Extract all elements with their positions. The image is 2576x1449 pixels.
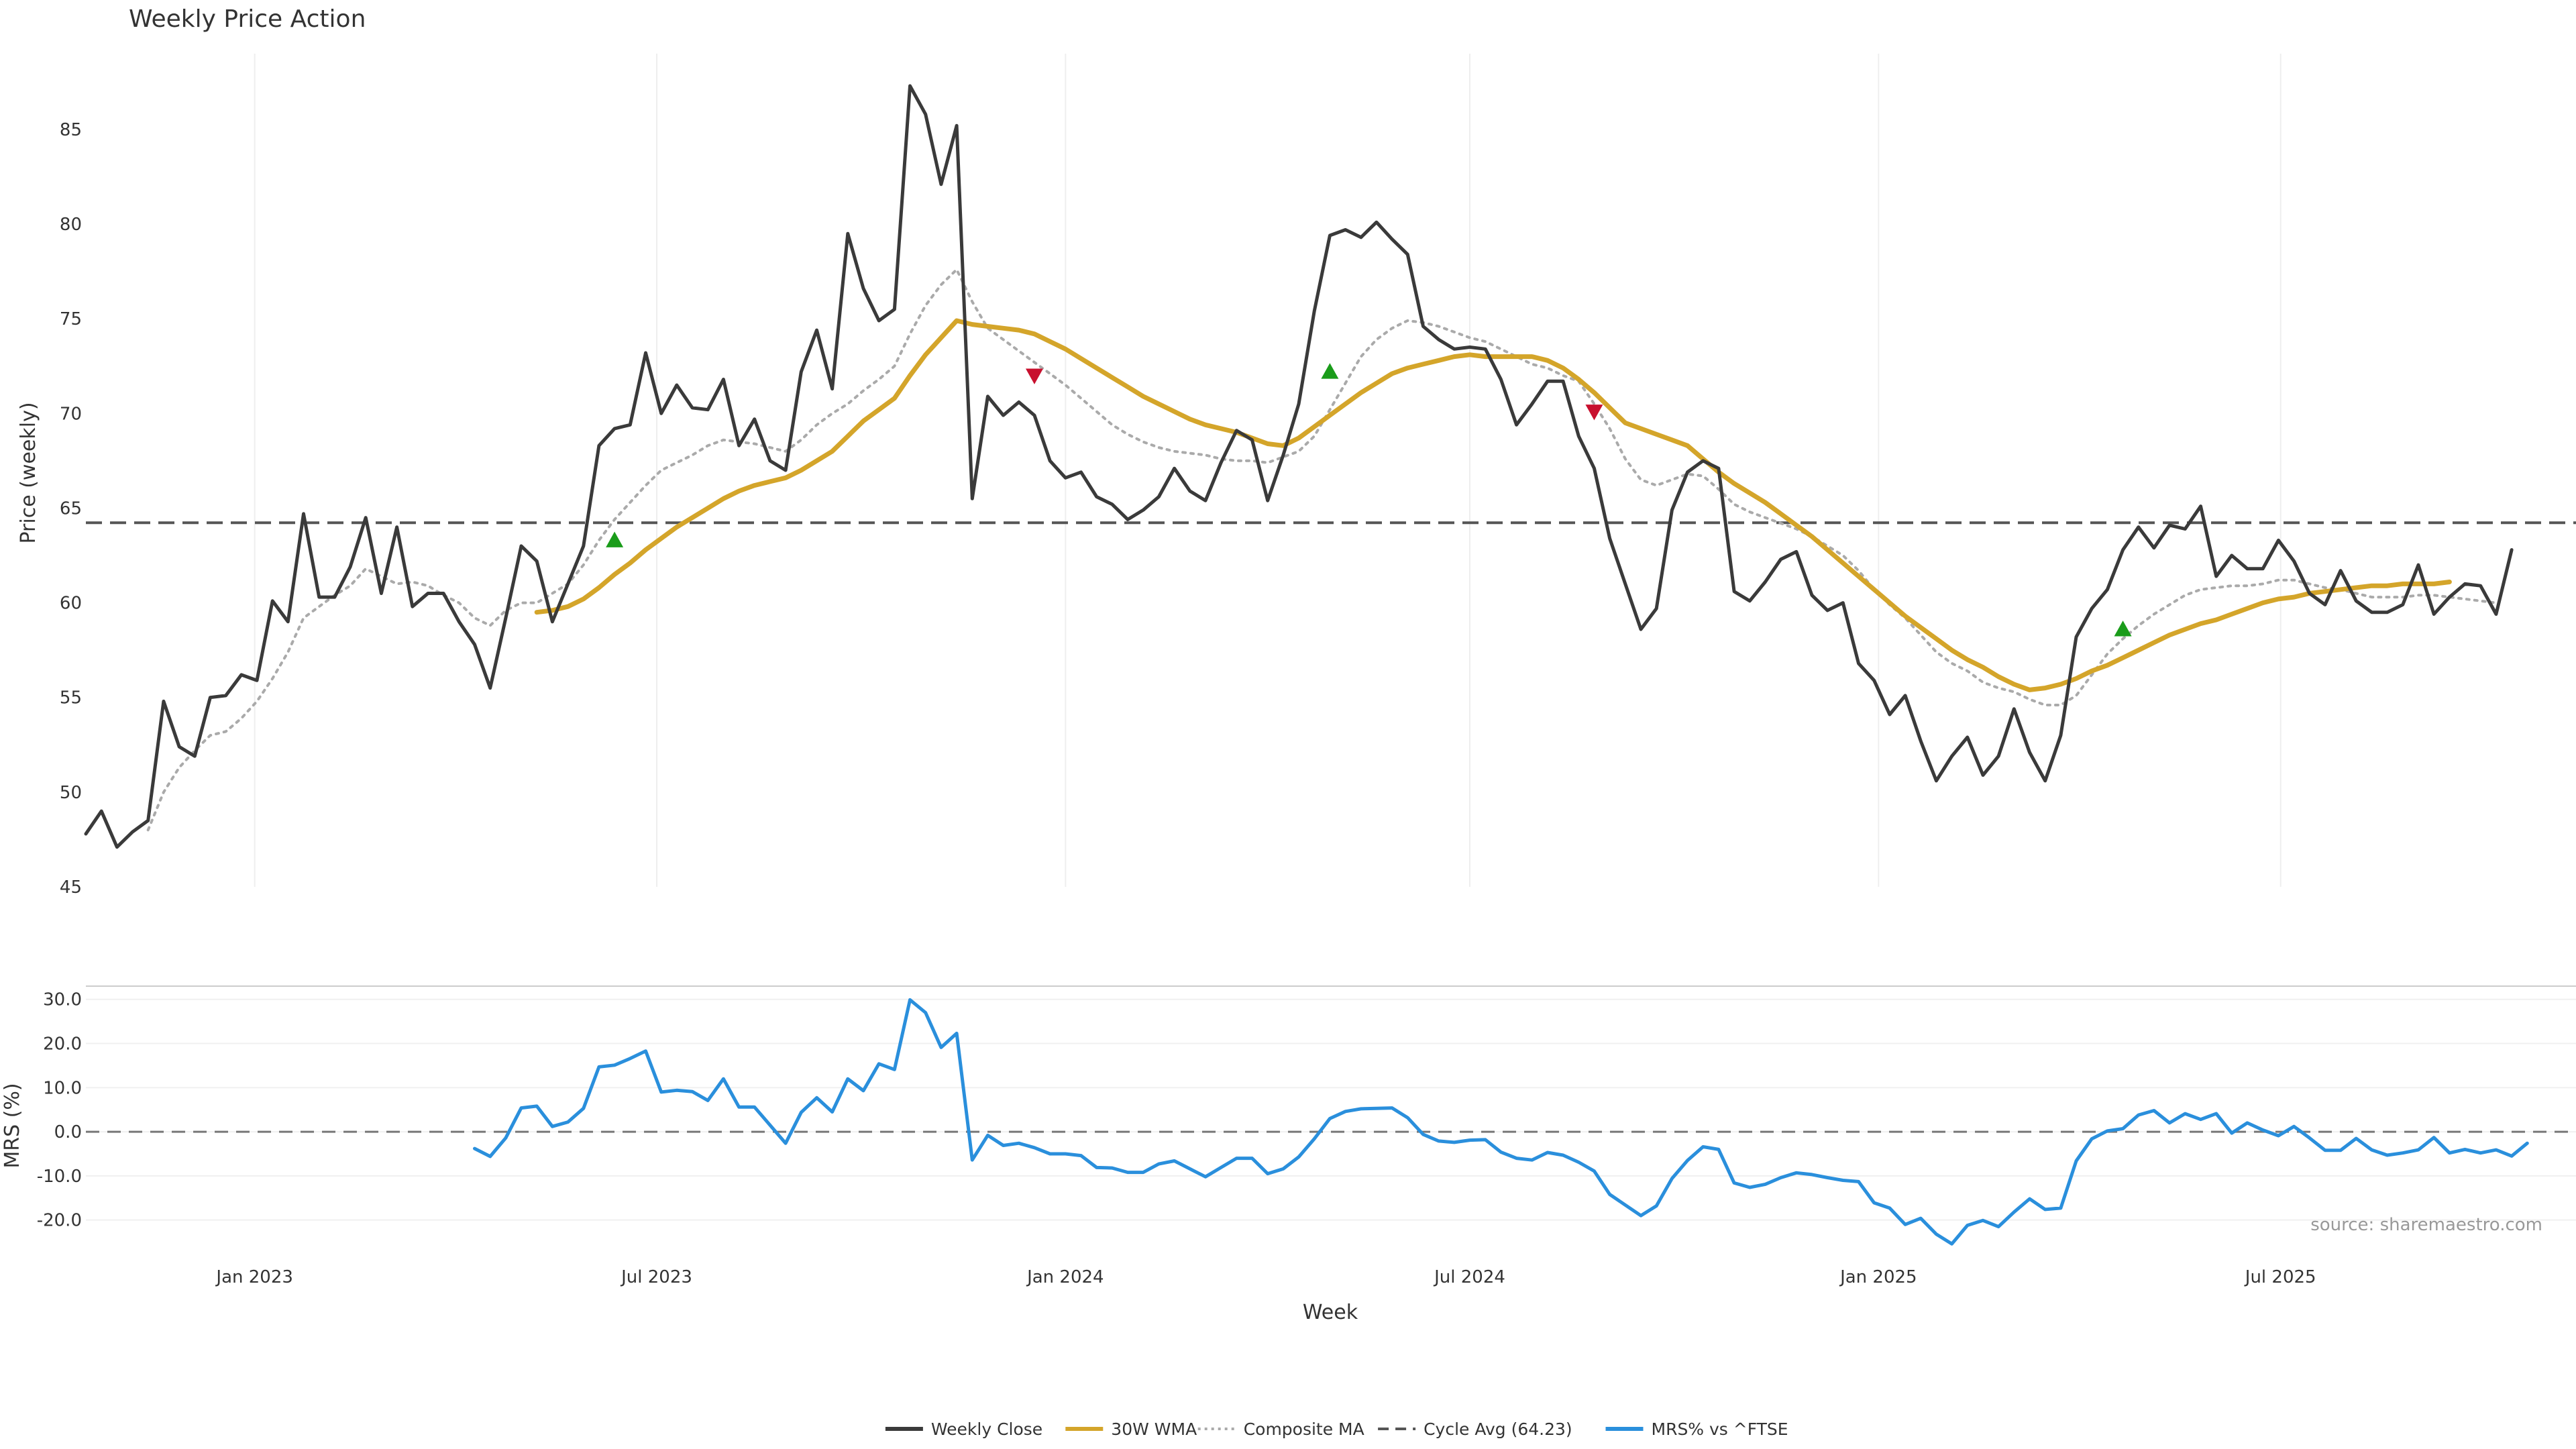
mrs-y-tick-label: 0.0 (54, 1122, 82, 1142)
mrs-y-axis-label: MRS (%) (1, 1083, 24, 1168)
price-y-tick-label: 55 (60, 688, 82, 708)
price-y-tick-label: 60 (60, 594, 82, 614)
x-axis-label: Week (1303, 1301, 1358, 1324)
mrs-y-tick-label: -10.0 (37, 1167, 82, 1187)
price-y-tick-label: 85 (60, 120, 82, 140)
mrs-y-tick-label: 10.0 (43, 1078, 82, 1098)
price-y-tick-label: 65 (60, 498, 82, 519)
price-y-tick-label: 45 (60, 877, 82, 898)
signal-markers (606, 363, 2132, 637)
x-tick-label: Jul 2023 (620, 1267, 692, 1287)
price-y-ticks: 45 50 55 60 65 70 75 80 85 (60, 120, 82, 898)
x-tick-label: Jan 2024 (1026, 1267, 1104, 1287)
price-y-tick-label: 80 (60, 215, 82, 235)
price-y-tick-label: 75 (60, 309, 82, 329)
mrs-y-ticks: 30.0 20.0 10.0 0.0 -10.0 -20.0 (37, 990, 82, 1231)
mrs-line (473, 998, 2529, 1246)
mrs-y-tick-label: -20.0 (37, 1211, 82, 1231)
mrs-y-tick-label: 30.0 (43, 990, 82, 1010)
price-grid (254, 54, 2282, 887)
source-attribution: source: sharemaestro.com (2310, 1215, 2542, 1235)
buy-signal-marker (1321, 363, 1339, 379)
buy-signal-marker (2114, 621, 2132, 637)
x-tick-label: Jan 2025 (1839, 1267, 1917, 1287)
price-series (84, 84, 2514, 849)
legend-label: Cycle Avg (64.23) (1424, 1419, 1572, 1439)
sell-signal-marker (1585, 405, 1603, 421)
price-y-axis-label: Price (weekly) (17, 402, 40, 543)
price-y-tick-label: 50 (60, 783, 82, 803)
price-y-tick-label: 70 (60, 404, 82, 424)
legend-label: Weekly Close (931, 1419, 1042, 1439)
wma-30w-line (534, 318, 2452, 692)
mrs-y-tick-label: 20.0 (43, 1034, 82, 1055)
chart-legend: Weekly Close 30W WMA Composite MA Cycle Avg… (885, 1419, 1788, 1439)
weekly-close-line (84, 84, 2514, 849)
mrs-series (473, 998, 2529, 1246)
x-tick-label: Jul 2025 (2244, 1267, 2316, 1287)
legend-label: Composite MA (1244, 1419, 1364, 1439)
chart-title: Weekly Price Action (129, 5, 366, 33)
legend-label: 30W WMA (1111, 1419, 1197, 1439)
legend-label: MRS% vs ^FTSE (1652, 1419, 1788, 1439)
sell-signal-marker (1025, 368, 1043, 384)
x-tick-label: Jan 2023 (215, 1267, 293, 1287)
composite-ma-line (146, 268, 2498, 832)
buy-signal-marker (606, 531, 624, 547)
x-axis-ticks: Jan 2023 Jul 2023 Jan 2024 Jul 2024 Jan 2025… (215, 1267, 2316, 1287)
x-tick-label: Jul 2024 (1433, 1267, 1505, 1287)
mrs-grid (86, 998, 2576, 1221)
